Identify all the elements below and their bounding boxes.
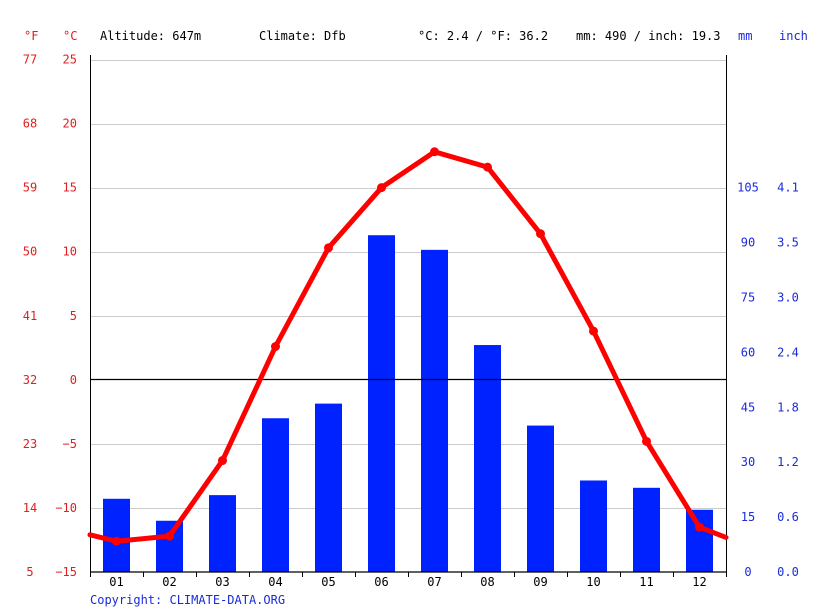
inch-tick-label: 3.0 xyxy=(777,290,799,304)
climate-label: Climate: Dfb xyxy=(259,29,346,43)
mm-unit-label: mm xyxy=(738,29,752,43)
precipitation-bar xyxy=(633,487,660,572)
precipitation-bar xyxy=(315,403,342,572)
celsius-tick-label: −5 xyxy=(63,437,77,451)
gridlines xyxy=(90,60,726,509)
inch-unit-label: inch xyxy=(779,29,808,43)
fahrenheit-tick-label: 50 xyxy=(23,245,37,259)
mm-tick-label: 30 xyxy=(741,455,755,469)
precipitation-bar xyxy=(421,249,448,572)
precipitation-bar xyxy=(686,509,713,572)
month-tick-label: 02 xyxy=(162,575,176,589)
inch-tick-label: 1.8 xyxy=(777,400,799,414)
fahrenheit-unit-label: °F xyxy=(24,29,38,43)
header: °F °C Altitude: 647m Climate: Dfb °C: 2.… xyxy=(24,29,808,43)
celsius-tick-label: 0 xyxy=(70,373,77,387)
precipitation-bar xyxy=(527,425,554,572)
precipitation-bar xyxy=(580,480,607,572)
month-tick-label: 10 xyxy=(586,575,600,589)
precipitation-bar xyxy=(474,345,501,572)
month-tick-label: 06 xyxy=(374,575,388,589)
inch-tick-label: 3.5 xyxy=(777,236,799,250)
inch-tick-label: 0.6 xyxy=(777,510,799,524)
precipitation-bar xyxy=(103,498,130,572)
month-tick-label: 07 xyxy=(427,575,441,589)
fahrenheit-tick-label: 77 xyxy=(23,53,37,67)
mm-tick-label: 60 xyxy=(741,345,755,359)
fahrenheit-tick-label: 59 xyxy=(23,181,37,195)
temperature-point xyxy=(112,536,121,546)
temperature-line xyxy=(87,147,729,546)
celsius-tick-label: 25 xyxy=(63,53,77,67)
temperature-point xyxy=(536,229,545,239)
temperature-point xyxy=(324,243,333,253)
mm-tick-label: 0 xyxy=(744,565,751,579)
celsius-unit-label: °C xyxy=(63,29,77,43)
month-tick-label: 12 xyxy=(692,575,706,589)
month-tick-label: 08 xyxy=(480,575,494,589)
temperature-point xyxy=(642,436,651,446)
average-temperature-label: °C: 2.4 / °F: 36.2 xyxy=(418,29,548,43)
precipitation-bar xyxy=(368,235,395,572)
mm-tick-label: 15 xyxy=(741,510,755,524)
temperature-axis-labels: 77 25 68 20 59 15 50 10 41 5 32 0 23 −5 14 −10 5 −15 xyxy=(23,53,77,580)
mm-tick-label: 90 xyxy=(741,236,755,250)
temperature-point xyxy=(165,531,174,541)
temperature-point xyxy=(430,147,439,157)
total-precipitation-label: mm: 490 / inch: 19.3 xyxy=(576,29,721,43)
temperature-line-path xyxy=(87,149,729,544)
celsius-tick-label: −15 xyxy=(55,565,77,579)
inch-tick-label: 0.0 xyxy=(777,565,799,579)
inch-tick-label: 2.4 xyxy=(777,345,799,359)
celsius-tick-label: 5 xyxy=(70,309,77,323)
celsius-tick-label: 10 xyxy=(63,245,77,259)
precipitation-bar xyxy=(262,418,289,572)
month-tick-label: 04 xyxy=(268,575,282,589)
month-tick-label: 01 xyxy=(109,575,123,589)
precipitation-bar xyxy=(209,495,236,572)
inch-tick-label: 4.1 xyxy=(777,181,799,195)
fahrenheit-tick-label: 14 xyxy=(23,501,37,515)
mm-tick-label: 75 xyxy=(741,290,755,304)
temperature-point xyxy=(695,522,704,532)
temperature-point xyxy=(377,183,386,193)
fahrenheit-tick-label: 41 xyxy=(23,309,37,323)
altitude-label: Altitude: 647m xyxy=(100,29,201,43)
fahrenheit-tick-label: 23 xyxy=(23,437,37,451)
mm-tick-label: 45 xyxy=(741,400,755,414)
fahrenheit-tick-label: 68 xyxy=(23,117,37,131)
month-ticks: 01 02 03 04 05 06 07 08 09 10 11 12 xyxy=(90,572,727,589)
month-tick-label: 05 xyxy=(321,575,335,589)
celsius-tick-label: 15 xyxy=(63,181,77,195)
inch-tick-label: 1.2 xyxy=(777,455,799,469)
precipitation-bar xyxy=(156,520,183,572)
month-tick-label: 09 xyxy=(533,575,547,589)
precipitation-axis-labels: 105 4.1 90 3.5 75 3.0 60 2.4 45 1.8 30 1.2 15 0.6 0 0.0 xyxy=(737,181,799,579)
temperature-point xyxy=(483,162,492,172)
copyright-text: Copyright: CLIMATE-DATA.ORG xyxy=(90,593,285,607)
mm-tick-label: 105 xyxy=(737,181,759,195)
temperature-point xyxy=(218,456,227,466)
temperature-point xyxy=(271,342,280,351)
celsius-tick-label: −10 xyxy=(55,501,77,515)
fahrenheit-tick-label: 5 xyxy=(26,565,33,579)
month-tick-label: 11 xyxy=(639,575,653,589)
temperature-point xyxy=(589,326,598,336)
fahrenheit-tick-label: 32 xyxy=(23,373,37,387)
celsius-tick-label: 20 xyxy=(63,117,77,131)
month-tick-label: 03 xyxy=(215,575,229,589)
precipitation-bars xyxy=(103,235,713,572)
